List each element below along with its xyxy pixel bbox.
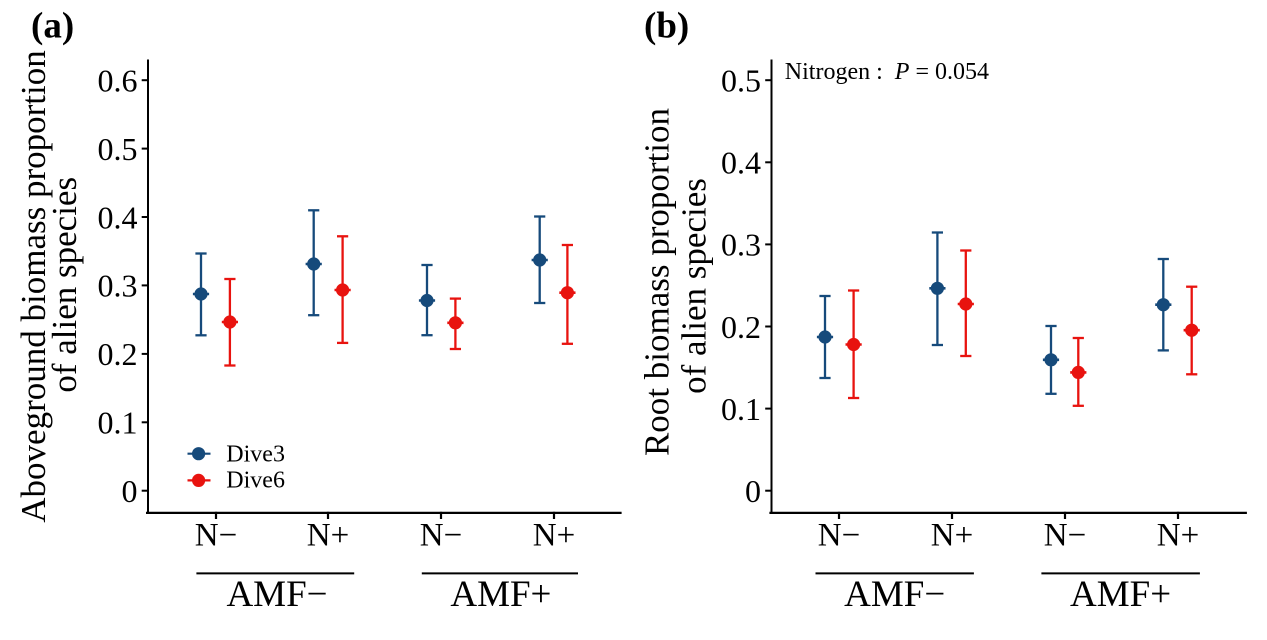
svg-text:N−: N− (420, 518, 462, 554)
svg-text:Dive3: Dive3 (226, 442, 285, 468)
svg-text:of alien species: of alien species (675, 178, 714, 394)
svg-text:N−: N− (195, 518, 237, 554)
svg-text:AMF−: AMF− (226, 574, 327, 615)
svg-text:N+: N+ (307, 518, 349, 554)
svg-text:(b): (b) (644, 5, 689, 46)
svg-text:AMF+: AMF+ (1070, 574, 1171, 615)
svg-text:N−: N− (818, 518, 860, 554)
svg-text:N−: N− (1044, 518, 1086, 554)
svg-text:0: 0 (745, 473, 761, 509)
svg-text:0.6: 0.6 (98, 63, 138, 99)
svg-text:N+: N+ (1157, 518, 1199, 554)
svg-text:0.4: 0.4 (721, 145, 761, 181)
svg-text:N+: N+ (931, 518, 973, 554)
svg-text:N+: N+ (533, 518, 575, 554)
svg-text:(a): (a) (31, 5, 74, 46)
svg-text:0: 0 (122, 473, 138, 509)
svg-text:0.2: 0.2 (721, 309, 761, 345)
svg-text:0.2: 0.2 (98, 336, 138, 372)
svg-text:AMF−: AMF− (844, 574, 945, 615)
svg-text:0.1: 0.1 (721, 391, 761, 427)
svg-text:of alien species: of alien species (45, 177, 84, 393)
svg-text:0.1: 0.1 (98, 405, 138, 441)
svg-text:0.3: 0.3 (721, 227, 761, 263)
svg-text:0.5: 0.5 (721, 63, 761, 99)
svg-text:Nitrogen : P = 0.054: Nitrogen : P = 0.054 (785, 59, 989, 85)
svg-text:0.3: 0.3 (98, 268, 138, 304)
svg-text:0.4: 0.4 (98, 199, 138, 235)
svg-text:0.5: 0.5 (98, 131, 138, 167)
svg-text:Dive6: Dive6 (226, 468, 285, 494)
svg-text:AMF+: AMF+ (450, 574, 551, 615)
svg-text:Aboveground biomass proportion: Aboveground biomass proportion (14, 50, 53, 522)
svg-text:Root biomass proportion: Root biomass proportion (638, 108, 677, 456)
